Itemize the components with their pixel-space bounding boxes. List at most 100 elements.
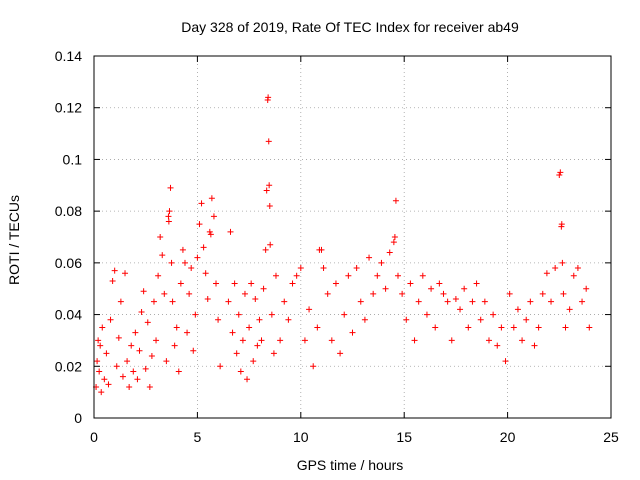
data-point [113, 363, 120, 370]
y-tick-label: 0.06 [55, 255, 82, 271]
data-point [461, 285, 468, 292]
data-point [202, 270, 209, 277]
data-point [570, 272, 577, 279]
data-point [192, 311, 199, 318]
x-tick-label: 20 [500, 429, 516, 445]
data-point [215, 316, 222, 323]
data-point [403, 316, 410, 323]
chart-title: Day 328 of 2019, Rate Of TEC Index for r… [181, 19, 519, 35]
data-point [217, 363, 224, 370]
data-point [194, 254, 201, 261]
data-point [213, 280, 220, 287]
data-point [514, 306, 521, 313]
data-point [246, 324, 253, 331]
y-tick-label: 0 [74, 410, 82, 426]
y-tick-label: 0.08 [55, 203, 82, 219]
data-point [186, 290, 193, 297]
data-point [469, 298, 476, 305]
data-point [175, 368, 182, 375]
data-point [341, 311, 348, 318]
data-point [574, 265, 581, 272]
data-point [148, 352, 155, 359]
data-point [225, 298, 232, 305]
data-point [115, 334, 122, 341]
data-point [498, 324, 505, 331]
data-point [277, 337, 284, 344]
data-point [506, 290, 513, 297]
data-point [136, 347, 143, 354]
data-point [96, 368, 103, 375]
data-point [105, 381, 112, 388]
data-point [233, 350, 240, 357]
data-point [332, 280, 339, 287]
data-point [523, 316, 530, 323]
data-point [559, 259, 566, 266]
data-point [301, 337, 308, 344]
y-tick-label: 0.04 [55, 307, 82, 323]
data-point [374, 272, 381, 279]
data-point [98, 389, 105, 396]
data-point [208, 195, 215, 202]
data-point [345, 272, 352, 279]
data-point [473, 280, 480, 287]
data-point [159, 252, 166, 259]
data-point [320, 265, 327, 272]
data-point [167, 184, 174, 191]
data-point [419, 272, 426, 279]
data-point [457, 306, 464, 313]
data-point [254, 342, 261, 349]
data-point [241, 290, 248, 297]
data-point [281, 298, 288, 305]
data-points [93, 94, 593, 396]
data-point [314, 324, 321, 331]
data-point [237, 368, 244, 375]
data-point [140, 288, 147, 295]
data-point [235, 311, 242, 318]
data-point [411, 337, 418, 344]
data-point [256, 316, 263, 323]
data-point [163, 358, 170, 365]
data-point [204, 296, 211, 303]
data-point [109, 277, 116, 284]
data-point [285, 316, 292, 323]
data-point [485, 337, 492, 344]
x-axis-label: GPS time / hours [297, 457, 404, 473]
data-point [436, 280, 443, 287]
data-point [361, 316, 368, 323]
data-point [535, 324, 542, 331]
data-point [144, 319, 151, 326]
data-point [527, 298, 534, 305]
x-tick-label: 5 [194, 429, 202, 445]
y-axis-label: ROTI / TECUs [6, 195, 22, 285]
data-point [128, 342, 135, 349]
data-point [391, 234, 398, 240]
data-point [392, 197, 399, 204]
data-point [386, 249, 393, 256]
data-point [324, 290, 331, 297]
data-point [119, 373, 126, 380]
data-point [370, 290, 377, 297]
grid [94, 56, 611, 418]
data-point [407, 280, 414, 287]
data-point [353, 265, 360, 272]
data-point [310, 363, 317, 370]
data-point [122, 270, 129, 277]
data-point [173, 324, 180, 331]
y-tick-label: 0.14 [55, 48, 82, 64]
data-point [481, 298, 488, 305]
data-point [231, 280, 238, 287]
data-point [557, 169, 564, 176]
data-point [229, 329, 236, 336]
data-point [399, 290, 406, 297]
data-point [150, 298, 157, 305]
data-point [198, 200, 205, 207]
data-point [188, 265, 195, 272]
data-point [177, 280, 184, 287]
data-point [239, 337, 246, 344]
data-point [490, 311, 497, 318]
data-point [111, 267, 118, 274]
data-point [579, 298, 586, 305]
data-point [306, 306, 313, 313]
data-point [168, 259, 175, 266]
